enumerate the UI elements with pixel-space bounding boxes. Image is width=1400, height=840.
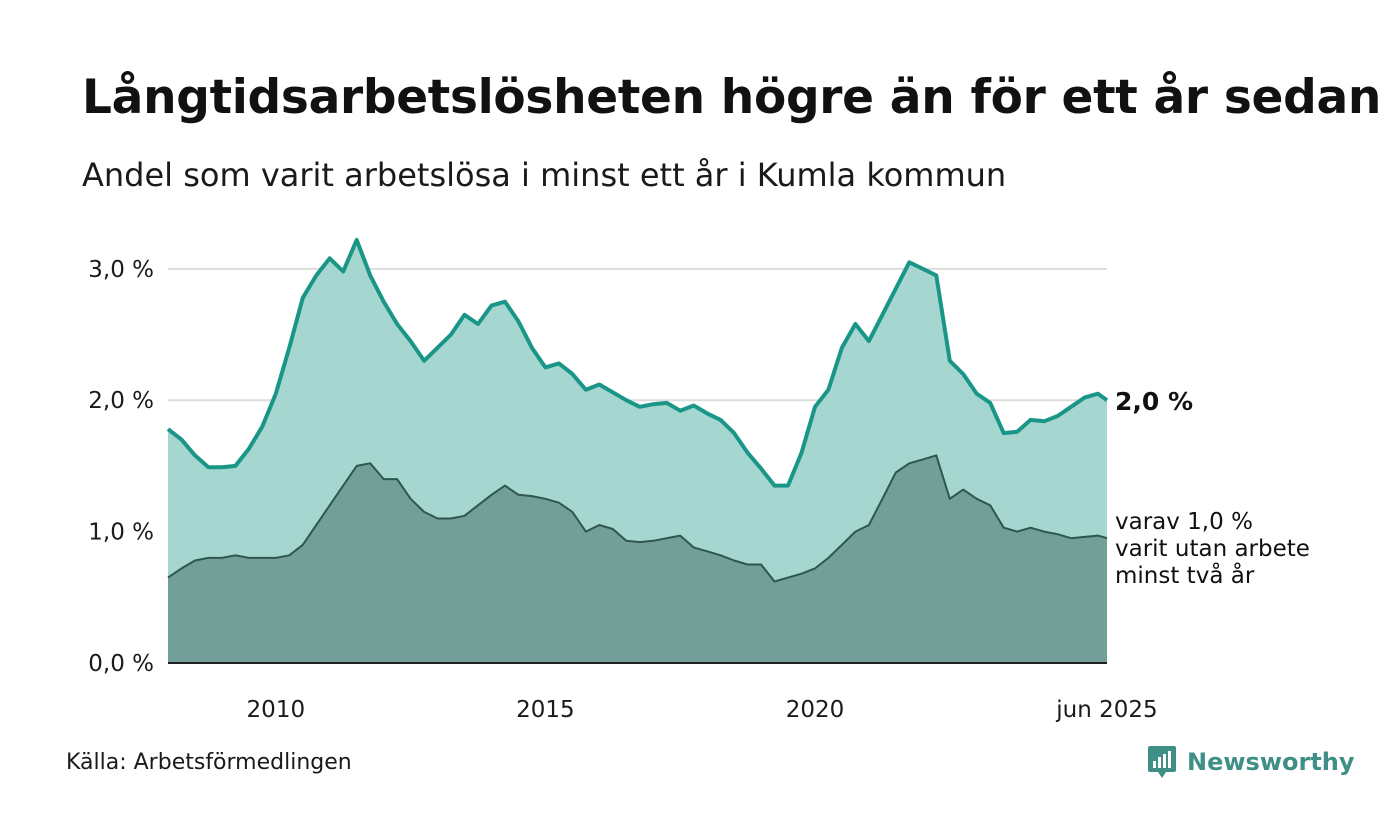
two-year-line	[167, 454, 1108, 583]
end-value-label: 2,0 %	[1115, 387, 1193, 416]
x-tick-label: 2010	[247, 697, 306, 723]
y-tick-label: 2,0 %	[88, 388, 154, 414]
two-year-note-line-1: varav 1,0 %	[1115, 509, 1253, 535]
two-year-note-line-3: minst två år	[1115, 561, 1255, 589]
newsworthy-logo-icon	[1148, 746, 1176, 778]
chart-subtitle: Andel som varit arbetslösa i minst ett å…	[82, 156, 1007, 194]
two-year-area	[168, 455, 1107, 663]
two-year-note-line-2: varit utan arbete	[1115, 536, 1310, 562]
brand-name: Newsworthy	[1187, 748, 1355, 776]
total-line	[166, 237, 1109, 488]
y-tick-label: 3,0 %	[88, 257, 154, 283]
x-tick-label: jun 2025	[1055, 697, 1157, 723]
source-note: Källa: Arbetsförmedlingen	[66, 750, 352, 775]
y-tick-label: 1,0 %	[88, 520, 154, 546]
x-axis-tick-labels: 2010 2015 2020 jun 2025	[247, 697, 1158, 723]
x-tick-label: 2020	[786, 697, 845, 723]
chart-title: Långtidsarbetslösheten högre än för ett …	[82, 70, 1382, 125]
y-tick-label: 0,0 %	[88, 651, 154, 677]
brand-logo: Newsworthy	[1147, 744, 1355, 780]
y-axis-tick-labels: 0,0 % 1,0 % 2,0 % 3,0 %	[88, 257, 154, 677]
x-tick-label: 2015	[516, 697, 575, 723]
